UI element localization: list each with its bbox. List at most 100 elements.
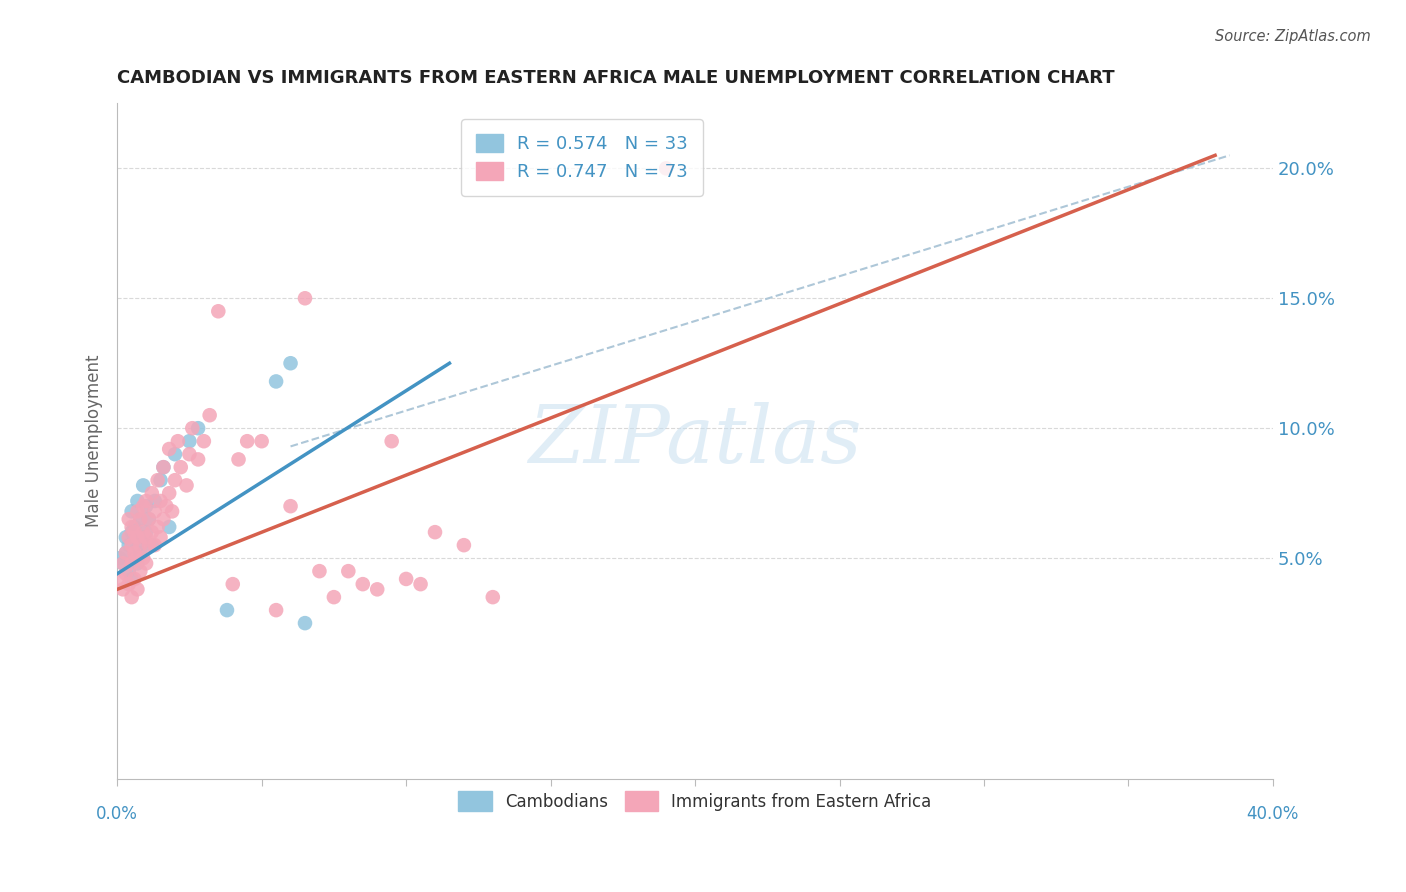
Point	[453, 538, 475, 552]
Point	[135, 499, 157, 513]
Point	[135, 530, 157, 544]
Point	[127, 582, 149, 597]
Point	[222, 577, 245, 591]
Point	[308, 564, 330, 578]
Point	[129, 538, 152, 552]
Point	[250, 434, 273, 449]
Point	[118, 512, 141, 526]
Point	[124, 551, 146, 566]
Point	[163, 447, 186, 461]
Point	[149, 473, 172, 487]
Point	[118, 538, 141, 552]
Point	[121, 525, 143, 540]
Point	[193, 434, 215, 449]
Point	[198, 408, 221, 422]
Point	[395, 572, 418, 586]
Point	[138, 538, 160, 552]
Point	[127, 494, 149, 508]
Point	[124, 520, 146, 534]
Point	[146, 473, 169, 487]
Point	[121, 572, 143, 586]
Text: 40.0%: 40.0%	[1247, 805, 1299, 823]
Point	[294, 616, 316, 631]
Point	[141, 525, 163, 540]
Point	[108, 551, 131, 566]
Point	[146, 520, 169, 534]
Point	[181, 421, 204, 435]
Point	[124, 546, 146, 560]
Point	[124, 525, 146, 540]
Point	[157, 486, 180, 500]
Point	[135, 557, 157, 571]
Point	[170, 460, 193, 475]
Point	[127, 538, 149, 552]
Point	[280, 356, 302, 370]
Point	[264, 375, 287, 389]
Point	[157, 520, 180, 534]
Point	[121, 520, 143, 534]
Point	[121, 504, 143, 518]
Text: CAMBODIAN VS IMMIGRANTS FROM EASTERN AFRICA MALE UNEMPLOYMENT CORRELATION CHART: CAMBODIAN VS IMMIGRANTS FROM EASTERN AFR…	[117, 69, 1115, 87]
Legend: Cambodians, Immigrants from Eastern Africa: Cambodians, Immigrants from Eastern Afri…	[451, 784, 938, 818]
Point	[138, 512, 160, 526]
Point	[135, 494, 157, 508]
Point	[141, 486, 163, 500]
Point	[111, 557, 134, 571]
Point	[264, 603, 287, 617]
Point	[152, 460, 174, 475]
Point	[127, 551, 149, 566]
Point	[132, 551, 155, 566]
Point	[149, 530, 172, 544]
Point	[143, 538, 166, 552]
Point	[108, 572, 131, 586]
Point	[228, 452, 250, 467]
Point	[167, 434, 190, 449]
Point	[655, 161, 678, 176]
Point	[132, 478, 155, 492]
Point	[481, 590, 503, 604]
Point	[352, 577, 374, 591]
Point	[155, 499, 177, 513]
Point	[423, 525, 446, 540]
Y-axis label: Male Unemployment: Male Unemployment	[86, 355, 103, 527]
Point	[157, 442, 180, 456]
Point	[132, 530, 155, 544]
Point	[129, 512, 152, 526]
Text: 0.0%: 0.0%	[96, 805, 138, 823]
Point	[207, 304, 229, 318]
Point	[121, 557, 143, 571]
Point	[115, 566, 138, 581]
Point	[179, 434, 201, 449]
Point	[160, 504, 183, 518]
Point	[138, 512, 160, 526]
Point	[152, 512, 174, 526]
Point	[115, 530, 138, 544]
Point	[152, 460, 174, 475]
Point	[280, 499, 302, 513]
Point	[115, 546, 138, 560]
Point	[121, 590, 143, 604]
Point	[127, 530, 149, 544]
Point	[118, 530, 141, 544]
Point	[135, 525, 157, 540]
Point	[149, 494, 172, 508]
Point	[127, 504, 149, 518]
Point	[124, 572, 146, 586]
Point	[409, 577, 432, 591]
Point	[294, 291, 316, 305]
Point	[215, 603, 238, 617]
Text: ZIPatlas: ZIPatlas	[529, 402, 862, 480]
Point	[129, 512, 152, 526]
Point	[132, 499, 155, 513]
Point	[381, 434, 404, 449]
Point	[141, 538, 163, 552]
Point	[115, 546, 138, 560]
Point	[127, 557, 149, 571]
Point	[129, 546, 152, 560]
Point	[111, 557, 134, 571]
Point	[337, 564, 360, 578]
Point	[236, 434, 259, 449]
Point	[187, 452, 209, 467]
Point	[143, 504, 166, 518]
Point	[366, 582, 388, 597]
